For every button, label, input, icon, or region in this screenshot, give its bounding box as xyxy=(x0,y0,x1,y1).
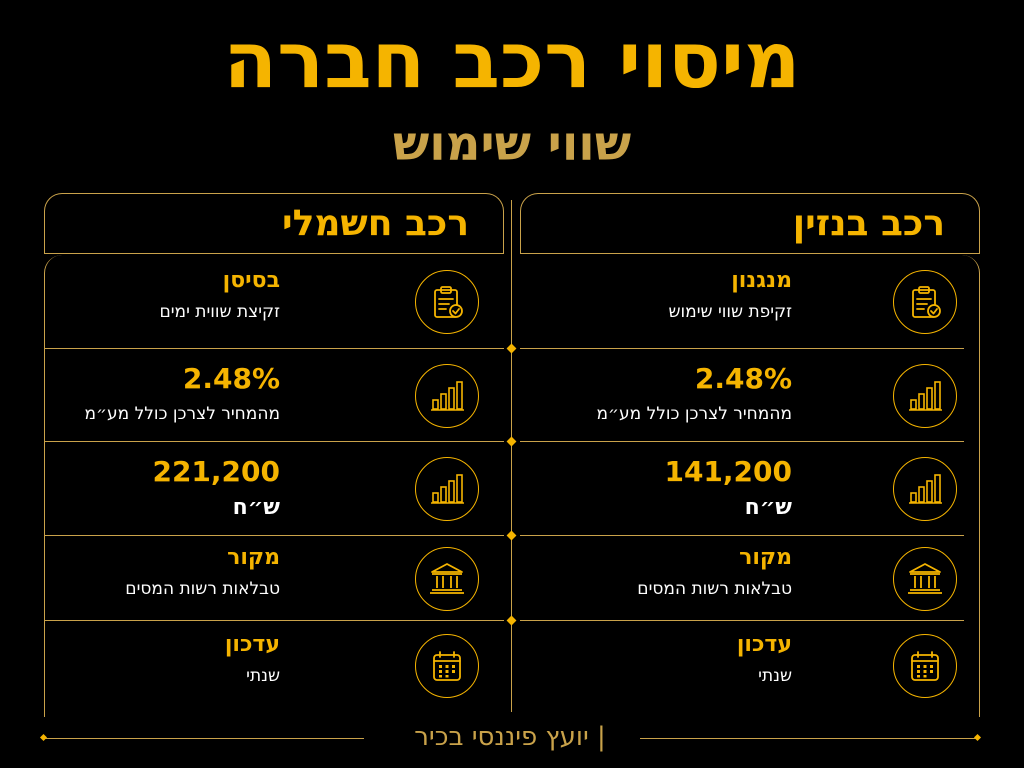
info-row: מקור טבלאות רשות המסים xyxy=(44,545,280,635)
bar-chart-icon xyxy=(415,457,479,521)
row-value: טבלאות רשות המסים xyxy=(125,579,280,600)
row-value: מהמחיר לצרכן כולל מע״מ xyxy=(596,403,792,424)
row-separator xyxy=(44,348,504,349)
row-text: 2.48% מהמחיר לצרכן כולל מע״מ xyxy=(84,362,280,424)
separator-diamond xyxy=(506,343,517,354)
clipboard-check-icon xyxy=(893,270,957,334)
row-value: ש״ח xyxy=(232,494,280,520)
page-title: מיסוי רכב חברה xyxy=(223,16,801,106)
footer-line-left xyxy=(44,738,364,739)
row-separator xyxy=(44,620,504,621)
header-divider-left xyxy=(44,253,504,254)
row-label: בסיסן xyxy=(222,268,280,293)
bar-chart-icon xyxy=(893,364,957,428)
row-text: 141,200 ש״ח xyxy=(664,455,792,521)
info-row: עדכון שנתי xyxy=(44,632,280,722)
row-separator xyxy=(520,441,964,442)
info-row: 221,200 ש״ח xyxy=(44,455,280,545)
footer-diamond-left xyxy=(39,733,48,742)
bank-icon xyxy=(893,547,957,611)
column-heading-petrol: רכב בנזין xyxy=(792,203,945,244)
calendar-icon xyxy=(893,634,957,698)
footer-line-right xyxy=(640,738,978,739)
bank-icon xyxy=(415,547,479,611)
separator-diamond xyxy=(506,615,517,626)
separator-diamond xyxy=(506,530,517,541)
info-row: מנגנון זקיפת שווי שימוש xyxy=(520,268,792,358)
row-value: שנתי xyxy=(246,666,280,687)
row-text: בסיסן זקיצת שווית ימים xyxy=(159,268,280,323)
row-label: מקור xyxy=(227,545,280,570)
row-label: 2.48% xyxy=(694,362,792,395)
row-value: טבלאות רשות המסים xyxy=(637,579,792,600)
column-header-electric: רכב חשמלי xyxy=(44,193,504,253)
row-text: עדכון שנתי xyxy=(225,632,280,687)
bar-chart-icon xyxy=(415,364,479,428)
row-separator xyxy=(520,620,964,621)
row-label: עדכון xyxy=(736,632,792,657)
page-subtitle: שווי שימוש xyxy=(392,116,632,172)
info-row: עדכון שנתי xyxy=(520,632,792,722)
row-value: זקיצת שווית ימים xyxy=(159,302,280,323)
row-label: 2.48% xyxy=(182,362,280,395)
row-label: 141,200 xyxy=(664,455,792,488)
column-divider xyxy=(511,200,512,712)
info-row: 141,200 ש״ח xyxy=(520,455,792,545)
row-separator xyxy=(520,348,964,349)
row-label: 221,200 xyxy=(152,455,280,488)
row-label: מנגנון xyxy=(731,268,792,293)
info-row: 2.48% מהמחיר לצרכן כולל מע״מ xyxy=(520,362,792,452)
row-text: מקור טבלאות רשות המסים xyxy=(637,545,792,600)
row-label: עדכון xyxy=(224,632,280,657)
calendar-icon xyxy=(415,634,479,698)
row-value: זקיפת שווי שימוש xyxy=(668,302,792,323)
bar-chart-icon xyxy=(893,457,957,521)
info-row: בסיסן זקיצת שווית ימים xyxy=(44,268,280,358)
row-text: מנגנון זקיפת שווי שימוש xyxy=(668,268,792,323)
row-separator xyxy=(520,535,964,536)
column-body-electric xyxy=(44,255,504,717)
footer-diamond-right xyxy=(973,733,982,742)
column-body-petrol xyxy=(520,255,980,717)
separator-diamond xyxy=(506,436,517,447)
row-text: 221,200 ש״ח xyxy=(152,455,280,521)
clipboard-check-icon xyxy=(415,270,479,334)
footer-signature: | יועץ פיננסי בכיר xyxy=(414,722,606,752)
row-value: ש״ח xyxy=(744,494,792,520)
column-heading-electric: רכב חשמלי xyxy=(281,203,469,244)
row-value: מהמחיר לצרכן כולל מע״מ xyxy=(84,403,280,424)
row-text: עדכון שנתי xyxy=(737,632,792,687)
row-text: מקור טבלאות רשות המסים xyxy=(125,545,280,600)
row-label: מקור xyxy=(739,545,792,570)
row-value: שנתי xyxy=(758,666,792,687)
info-row: מקור טבלאות רשות המסים xyxy=(520,545,792,635)
column-header-petrol: רכב בנזין xyxy=(520,193,980,253)
row-separator xyxy=(44,441,504,442)
row-separator xyxy=(44,535,504,536)
row-text: 2.48% מהמחיר לצרכן כולל מע״מ xyxy=(596,362,792,424)
header-divider-right xyxy=(520,253,980,254)
info-row: 2.48% מהמחיר לצרכן כולל מע״מ xyxy=(44,362,280,452)
